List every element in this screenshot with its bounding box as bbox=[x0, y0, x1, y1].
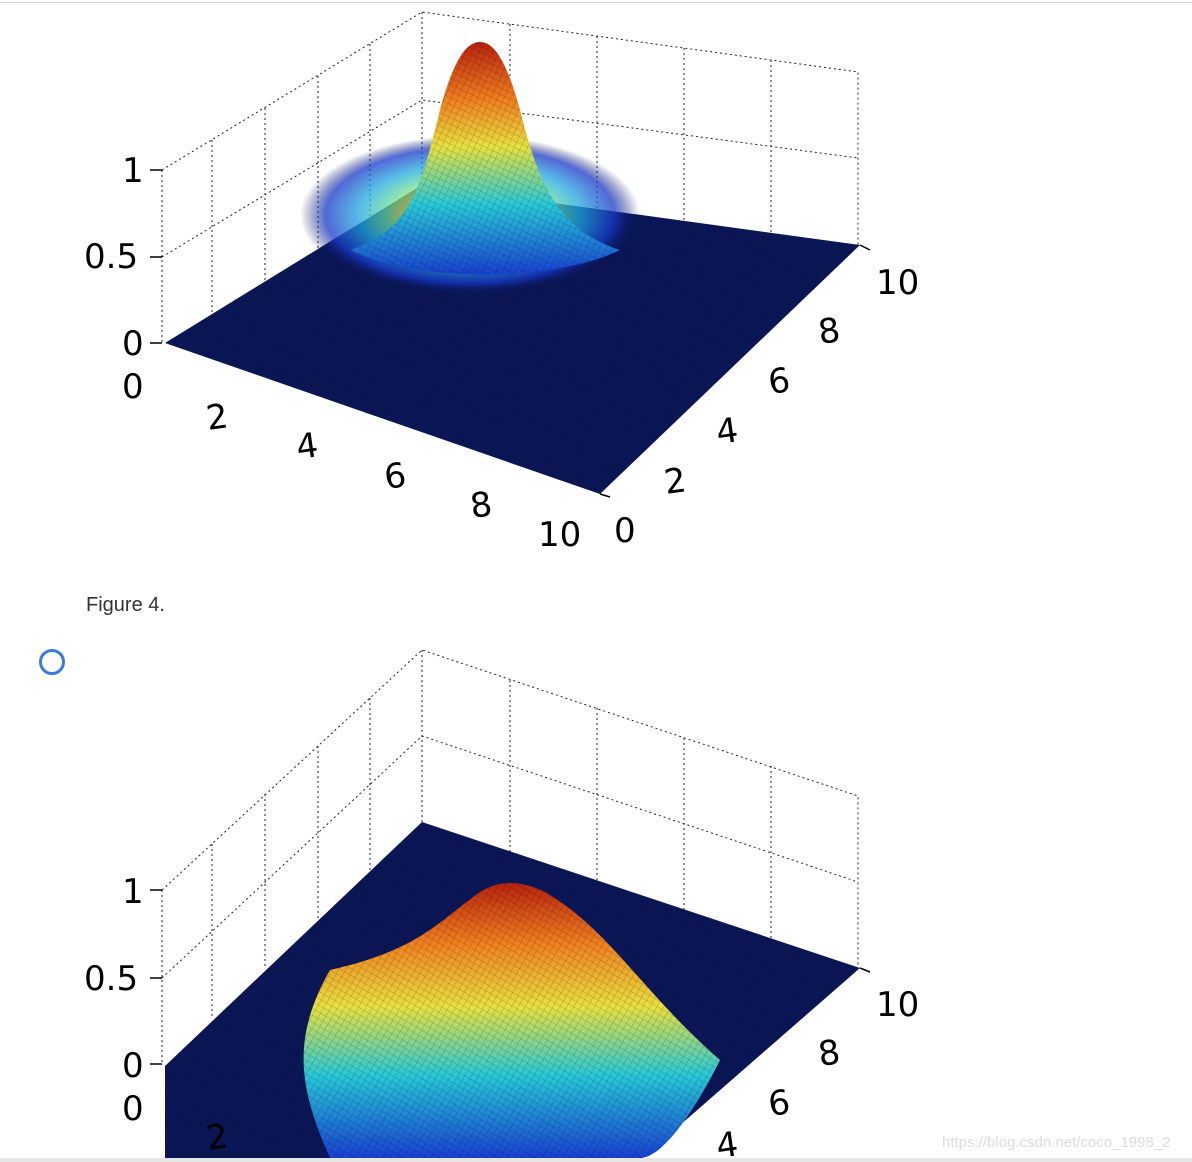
y-tick-6: 6 bbox=[766, 360, 793, 403]
bottom-bar bbox=[0, 1158, 1192, 1162]
z-tick-0.5: 0.5 bbox=[84, 959, 138, 999]
figure-caption: Figure 4. bbox=[86, 594, 165, 616]
x-tick-10: 10 bbox=[538, 515, 581, 555]
surface-plot-1: 1 0.5 0 0 2 4 6 8 10 0 2 4 6 8 10 bbox=[84, 11, 919, 555]
y-tick-8: 8 bbox=[816, 310, 843, 353]
x-tick-4: 4 bbox=[294, 425, 321, 468]
watermark: https://blog.csdn.net/coco_1998_2 bbox=[942, 1134, 1171, 1151]
y-tick-10: 10 bbox=[876, 263, 919, 303]
axis-grid bbox=[161, 649, 859, 1064]
top-divider bbox=[0, 2, 1192, 3]
axis-ticks bbox=[150, 169, 871, 498]
y-tick-6: 6 bbox=[766, 1082, 793, 1125]
surface-edge-cut bbox=[680, 1065, 760, 1158]
z-tick-0.5: 0.5 bbox=[84, 237, 138, 277]
z-tick-0: 0 bbox=[122, 324, 144, 364]
y-tick-8: 8 bbox=[816, 1032, 843, 1075]
z-tick-1: 1 bbox=[122, 872, 144, 912]
y-tick-10: 10 bbox=[876, 985, 919, 1025]
y-tick-4: 4 bbox=[714, 410, 741, 453]
x-tick-0: 0 bbox=[122, 367, 144, 407]
answer-radio-button[interactable] bbox=[39, 649, 65, 675]
z-tick-1: 1 bbox=[122, 151, 144, 191]
x-tick-0: 0 bbox=[122, 1089, 144, 1129]
axis-grid bbox=[161, 11, 859, 343]
x-tick-2: 2 bbox=[204, 396, 231, 439]
z-tick-0: 0 bbox=[122, 1046, 144, 1086]
y-tick-2: 2 bbox=[662, 460, 689, 503]
y-tick-0: 0 bbox=[614, 511, 636, 551]
x-tick-8: 8 bbox=[468, 484, 495, 527]
surface-plot-2: 1 0.5 0 0 2 6 8 10 4 bbox=[84, 649, 919, 1158]
axis-ticks bbox=[150, 889, 871, 1065]
x-tick-6: 6 bbox=[382, 455, 409, 498]
